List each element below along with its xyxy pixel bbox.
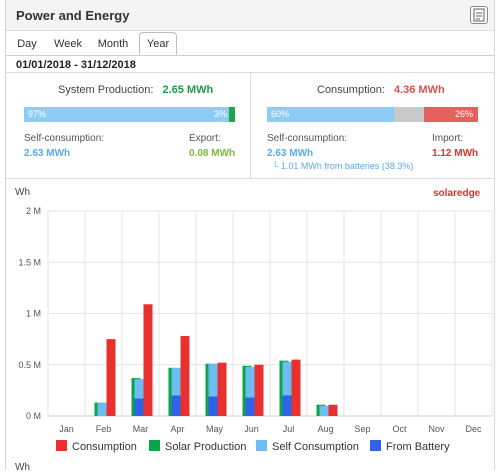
panel-header: Power and Energy — [6, 0, 494, 31]
bar-self-consumption[interactable] — [208, 363, 218, 416]
bar-self-consumption[interactable] — [134, 379, 144, 416]
battery-note: └ 1.01 MWh from batteries (38.3%) — [272, 161, 414, 171]
legend-label: Self Consumption — [272, 441, 359, 453]
consumption-value: 4.36 MWh — [393, 84, 445, 96]
x-tick-label: Aug — [317, 424, 333, 434]
production-self-segment: 97% — [24, 107, 229, 122]
bar-from-battery[interactable] — [282, 395, 292, 417]
y-axis-label: Wh — [15, 187, 30, 198]
bar-consumption[interactable] — [328, 404, 338, 416]
chart-grid — [47, 210, 493, 417]
export-label: Export: — [189, 133, 221, 144]
bar-consumption[interactable] — [180, 336, 190, 416]
bar-self-consumption[interactable] — [171, 367, 181, 416]
bar-consumption[interactable] — [217, 362, 227, 416]
consumption-summary: Consumption: 4.36 MWh 60% 26% Self-consu… — [251, 73, 494, 178]
y-axis-labels: 0 M 0.5 M 1 M 1.5 M 2 M — [18, 206, 41, 421]
x-tick-label: Jan — [59, 424, 74, 434]
next-chart-y-axis-label: Wh — [15, 462, 30, 470]
bar-self-consumption[interactable] — [245, 366, 255, 416]
power-energy-panel: Power and Energy Day Week Month Year 01/… — [5, 0, 495, 473]
consumption-battery-segment — [394, 107, 424, 122]
divider — [6, 178, 494, 179]
bar-consumption[interactable] — [143, 304, 153, 416]
brand-logo: solaredge — [433, 188, 481, 199]
consumption-self-label: Self-consumption: — [267, 133, 348, 144]
bar-self-consumption[interactable] — [282, 361, 292, 416]
tab-week[interactable]: Week — [54, 38, 82, 50]
period-tabs: Day Week Month Year — [6, 31, 494, 56]
bar-consumption[interactable] — [106, 339, 116, 416]
y-tick-label: 0.5 M — [18, 360, 41, 370]
tab-month[interactable]: Month — [97, 38, 129, 50]
energy-chart-svg: Wh solaredge Jan Feb Mar Apr May Jun Jul Aug Sep… — [15, 187, 493, 473]
production-bar: 97% 3% — [24, 107, 235, 122]
production-label: System Production: — [58, 84, 154, 96]
bar-self-consumption[interactable] — [319, 405, 329, 416]
consumption-kpi: Consumption: 4.36 MWh — [317, 84, 445, 96]
consumption-self-segment: 60% — [267, 107, 394, 122]
x-tick-label: Apr — [170, 424, 184, 434]
production-kpi: System Production: 2.65 MWh — [58, 84, 213, 96]
consumption-label: Consumption: — [317, 84, 385, 96]
tab-day[interactable]: Day — [17, 38, 37, 50]
x-tick-label: May — [206, 424, 224, 434]
consumption-self-value: 2.63 MWh — [267, 148, 314, 159]
production-value: 2.65 MWh — [162, 84, 214, 96]
x-tick-label: Feb — [96, 424, 112, 434]
bar-from-battery[interactable] — [171, 395, 181, 417]
consumption-self-pct: 60% — [271, 109, 290, 119]
legend-from-battery[interactable]: From Battery — [370, 440, 450, 454]
export-icon[interactable] — [470, 6, 488, 24]
legend-swatch — [256, 440, 267, 451]
legend-swatch — [149, 440, 160, 451]
bar-consumption[interactable] — [254, 364, 264, 416]
bar-from-battery[interactable] — [134, 398, 144, 416]
consumption-import-segment: 26% — [424, 107, 478, 122]
x-tick-label: Mar — [133, 424, 149, 434]
import-label: Import: — [432, 133, 464, 144]
energy-chart: Wh solaredge Jan Feb Mar Apr May Jun Jul Aug Sep… — [6, 182, 494, 473]
legend-solar-production[interactable]: Solar Production — [149, 440, 246, 454]
date-range: 01/01/2018 - 31/12/2018 — [16, 59, 136, 71]
tab-year[interactable]: Year — [139, 32, 177, 55]
bar-from-battery[interactable] — [245, 397, 255, 416]
divider — [6, 72, 494, 73]
x-tick-label: Oct — [392, 424, 407, 434]
consumption-import-pct: 26% — [454, 109, 473, 119]
y-tick-label: 2 M — [26, 206, 41, 216]
x-tick-label: Jul — [283, 424, 295, 434]
chart-bars — [94, 304, 338, 417]
legend-swatch — [370, 440, 381, 451]
legend-swatch — [56, 440, 67, 451]
legend-consumption[interactable]: Consumption — [56, 440, 137, 454]
import-value: 1.12 MWh — [432, 148, 479, 159]
bar-from-battery[interactable] — [208, 396, 218, 416]
y-tick-label: 1 M — [26, 309, 41, 319]
production-self-label: Self-consumption: — [24, 133, 105, 144]
y-tick-label: 0 M — [26, 411, 41, 421]
x-tick-label: Sep — [354, 424, 370, 434]
production-self-pct: 97% — [28, 109, 47, 119]
x-tick-label: Nov — [428, 424, 445, 434]
production-export-pct: 3% — [213, 109, 227, 119]
production-export-segment — [229, 107, 235, 122]
legend-label: From Battery — [386, 441, 450, 453]
x-tick-label: Jun — [244, 424, 259, 434]
legend-label: Solar Production — [165, 441, 247, 453]
production-self-value: 2.63 MWh — [24, 148, 71, 159]
panel-title: Power and Energy — [16, 8, 130, 23]
legend-self-consumption[interactable]: Self Consumption — [256, 440, 359, 454]
bar-self-consumption[interactable] — [97, 402, 107, 416]
consumption-bar: 60% 26% — [267, 107, 478, 122]
bar-consumption[interactable] — [291, 359, 301, 416]
export-value: 0.08 MWh — [189, 148, 236, 159]
production-summary: System Production: 2.65 MWh 97% 3% Self-… — [6, 73, 251, 178]
legend-label: Consumption — [72, 441, 137, 453]
x-axis-labels: Jan Feb Mar Apr May Jun Jul Aug Sep Oct Nov Dec — [59, 424, 482, 434]
x-tick-label: Dec — [465, 424, 482, 434]
y-tick-label: 1.5 M — [18, 257, 41, 267]
